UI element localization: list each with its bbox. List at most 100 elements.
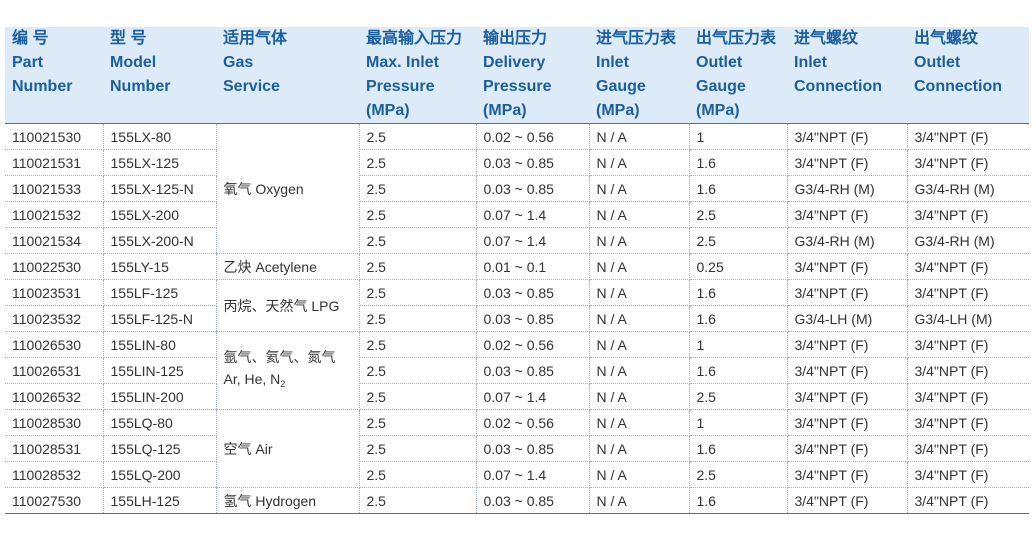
table-row: 110028532 155LQ-200 2.5 0.07 ~ 1.4 N / A 2.5 3… bbox=[5, 461, 1029, 488]
inlet-connection-cell: G3/4-LH (M) bbox=[787, 305, 908, 332]
delivery-pressure-cell: 0.03 ~ 0.85 bbox=[476, 175, 590, 202]
max-inlet-cell: 2.5 bbox=[359, 487, 477, 514]
inlet-gauge-cell: N / A bbox=[589, 331, 690, 358]
inlet-gauge-cell: N / A bbox=[589, 123, 690, 150]
header-en-line: Max. Inlet bbox=[366, 54, 439, 71]
inlet-connection-cell: 3/4"NPT (F) bbox=[787, 253, 908, 280]
inlet-gauge-cell: N / A bbox=[589, 383, 690, 410]
delivery-pressure-cell: 0.02 ~ 0.56 bbox=[476, 123, 590, 150]
outlet-connection-cell: 3/4"NPT (F) bbox=[907, 201, 1029, 228]
header-en-gas-service: Gas Service bbox=[216, 51, 359, 124]
inlet-connection-cell: 3/4"NPT (F) bbox=[787, 487, 908, 514]
table-header: 编 号型 号适用气体 最高输入压力 输出压力 进气压力表 出气压力表 进气螺纹 出气螺纹 P… bbox=[5, 27, 1029, 124]
header-en-line: Pressure bbox=[483, 78, 552, 95]
gas-label-secondary: Ar, He, N2 bbox=[224, 368, 359, 395]
outlet-connection-cell: 3/4"NPT (F) bbox=[907, 383, 1029, 410]
outlet-connection-cell: G3/4-LH (M) bbox=[907, 305, 1029, 332]
header-en-delivery-pressure: Delivery Pressure (MPa) bbox=[476, 51, 589, 124]
max-inlet-cell: 2.5 bbox=[359, 253, 477, 280]
header-cn-delivery-pressure: 输出压力 bbox=[476, 27, 589, 51]
gas-label: 氧气 Oxygen bbox=[223, 180, 304, 197]
model-number-cell: 155LF-125 bbox=[103, 279, 217, 306]
part-number-cell: 110028530 bbox=[5, 409, 104, 436]
model-number-cell: 155LX-125-N bbox=[103, 175, 217, 202]
header-cn-inlet-gauge: 进气压力表 bbox=[589, 27, 689, 51]
table-row: 110026530 155LIN-80 氩气、氦气、氮气 Ar, He, N2 2.5 0… bbox=[5, 331, 1029, 410]
inlet-connection-cell: G3/4-RH (M) bbox=[787, 227, 908, 254]
delivery-pressure-cell: 0.03 ~ 0.85 bbox=[476, 357, 590, 384]
outlet-gauge-cell: 1.6 bbox=[689, 487, 788, 514]
inlet-gauge-cell: N / A bbox=[589, 305, 690, 332]
table-row: 110027530 155LH-125 氢气 Hydrogen 2.5 0.03 ~ 0… bbox=[5, 487, 1029, 514]
header-en-max-inlet-pressure: Max. Inlet Pressure (MPa) bbox=[359, 51, 476, 124]
table-row: 110021532 155LX-200 2.5 0.07 ~ 1.4 N / A 2.5 3… bbox=[5, 201, 1029, 228]
delivery-pressure-cell: 0.02 ~ 0.56 bbox=[476, 331, 590, 358]
inlet-connection-cell: 3/4"NPT (F) bbox=[787, 461, 908, 488]
inlet-connection-cell: G3/4-RH (M) bbox=[787, 175, 908, 202]
table-row: 110026532 155LIN-200 2.5 0.07 ~ 1.4 N / A 2.5… bbox=[5, 383, 1029, 410]
table-row: 110028531 155LQ-125 2.5 0.03 ~ 0.85 N / A 1.6… bbox=[5, 435, 1029, 462]
header-row-chinese: 编 号型 号适用气体 最高输入压力 输出压力 进气压力表 出气压力表 进气螺纹 出气螺纹 bbox=[5, 27, 1029, 51]
max-inlet-cell: 2.5 bbox=[359, 461, 477, 488]
model-number-cell: 155LX-200-N bbox=[103, 227, 217, 254]
gas-label: 氢气 Hydrogen bbox=[223, 492, 317, 509]
outlet-gauge-cell: 1 bbox=[689, 123, 788, 150]
inlet-gauge-cell: N / A bbox=[589, 435, 690, 462]
inlet-connection-cell: 3/4"NPT (F) bbox=[787, 123, 908, 150]
max-inlet-cell: 2.5 bbox=[359, 383, 477, 410]
outlet-connection-cell: 3/4"NPT (F) bbox=[907, 253, 1029, 280]
part-number-cell: 110023531 bbox=[5, 279, 104, 306]
header-en-inlet-gauge: Inlet Gauge (MPa) bbox=[589, 51, 689, 124]
delivery-pressure-cell: 0.03 ~ 0.85 bbox=[476, 435, 590, 462]
table-row: 110026531 155LIN-125 2.5 0.03 ~ 0.85 N / A 1.… bbox=[5, 357, 1029, 384]
part-number-cell: 110026530 bbox=[5, 331, 104, 358]
outlet-gauge-cell: 2.5 bbox=[689, 227, 788, 254]
gas-label: 丙烷、天然气 LPG bbox=[223, 297, 340, 314]
header-en-line: Number bbox=[12, 78, 73, 95]
part-number-cell: 110026531 bbox=[5, 357, 104, 384]
header-row-english: Part Number Model Number Gas Service Max. Inle… bbox=[5, 51, 1029, 124]
gas-label: 空气 Air bbox=[223, 440, 273, 457]
model-number-cell: 155LX-125 bbox=[103, 149, 217, 176]
outlet-connection-cell: 3/4"NPT (F) bbox=[907, 461, 1029, 488]
delivery-pressure-cell: 0.03 ~ 0.85 bbox=[476, 279, 590, 306]
outlet-connection-cell: 3/4"NPT (F) bbox=[907, 331, 1029, 358]
gas-service-cell: 氧气 Oxygen bbox=[216, 123, 360, 254]
header-en-line: Delivery bbox=[483, 54, 546, 71]
header-en-line: Gauge bbox=[696, 78, 746, 95]
max-inlet-cell: 2.5 bbox=[359, 201, 477, 228]
inlet-connection-cell: 3/4"NPT (F) bbox=[787, 149, 908, 176]
header-en-line: (MPa) bbox=[596, 102, 640, 119]
outlet-connection-cell: G3/4-RH (M) bbox=[907, 175, 1029, 202]
header-en-outlet-connection: Outlet Connection bbox=[907, 51, 1029, 124]
part-number-cell: 110021531 bbox=[5, 149, 104, 176]
header-en-outlet-gauge: Outlet Gauge (MPa) bbox=[689, 51, 787, 124]
outlet-gauge-cell: 1.6 bbox=[689, 435, 788, 462]
header-en-inlet-connection: Inlet Connection bbox=[787, 51, 907, 124]
outlet-gauge-cell: 2.5 bbox=[689, 461, 788, 488]
part-number-cell: 110022530 bbox=[5, 253, 104, 280]
outlet-connection-cell: 3/4"NPT (F) bbox=[907, 149, 1029, 176]
gas-service-cell: 空气 Air bbox=[216, 409, 360, 488]
header-cn-outlet-connection: 出气螺纹 bbox=[907, 27, 1029, 51]
delivery-pressure-cell: 0.03 ~ 0.85 bbox=[476, 305, 590, 332]
table-row: 110021531 155LX-125 2.5 0.03 ~ 0.85 N / A 1.6… bbox=[5, 149, 1029, 176]
table-body: 110021530 155LX-80 氧气 Oxygen 2.5 0.02 ~ 0.56… bbox=[5, 123, 1029, 514]
gas-label-subscript: 2 bbox=[280, 379, 286, 389]
inlet-connection-cell: 3/4"NPT (F) bbox=[787, 201, 908, 228]
header-en-line: Connection bbox=[914, 78, 1002, 95]
header-en-line: (MPa) bbox=[483, 102, 527, 119]
max-inlet-cell: 2.5 bbox=[359, 123, 477, 150]
inlet-gauge-cell: N / A bbox=[589, 487, 690, 514]
outlet-connection-cell: 3/4"NPT (F) bbox=[907, 279, 1029, 306]
header-en-line: (MPa) bbox=[366, 102, 410, 119]
outlet-connection-cell: 3/4"NPT (F) bbox=[907, 487, 1029, 514]
max-inlet-cell: 2.5 bbox=[359, 227, 477, 254]
part-number-cell: 110023532 bbox=[5, 305, 104, 332]
header-en-line: Outlet bbox=[696, 54, 743, 71]
header-en-line: Outlet bbox=[914, 54, 961, 71]
gas-label: 乙炔 Acetylene bbox=[223, 258, 317, 275]
gas-service-cell: 氢气 Hydrogen bbox=[216, 487, 360, 514]
model-number-cell: 155LF-125-N bbox=[103, 305, 217, 332]
